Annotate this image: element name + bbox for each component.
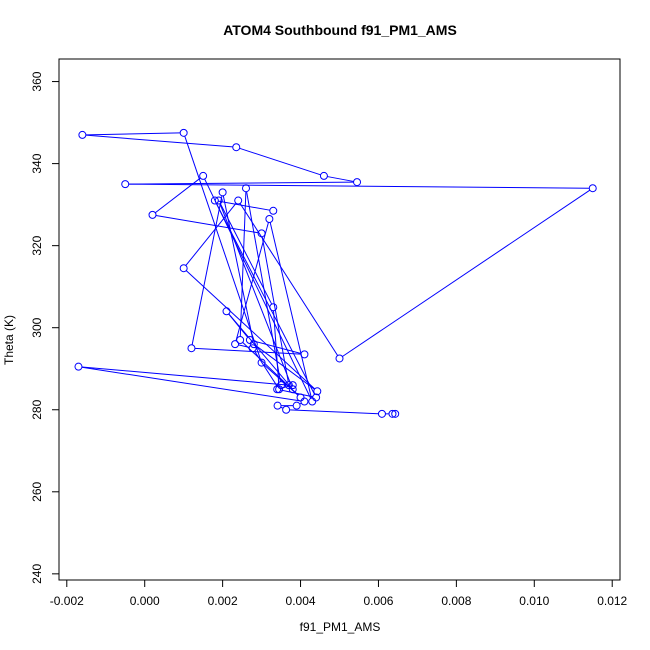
x-tick-label: 0.002 [208, 594, 238, 608]
data-point [273, 401, 282, 410]
data-point [179, 128, 188, 137]
y-axis: 240 260 280 300 320 340 360 [30, 71, 60, 584]
data-point [275, 385, 284, 394]
chart-title: ATOM4 Southbound f91_PM1_AMS [223, 22, 457, 38]
data-point [187, 344, 196, 353]
data-point [78, 130, 87, 139]
series-line-segment [222, 195, 254, 341]
y-tick-label: 280 [30, 399, 44, 419]
data-point [245, 336, 254, 345]
series-line-segment [289, 409, 379, 415]
data-point [236, 336, 245, 345]
x-tick-label: -0.002 [50, 594, 84, 608]
data-point [179, 264, 188, 273]
y-tick-label: 240 [30, 564, 44, 584]
y-axis-label: Theta (K) [2, 315, 16, 365]
data-point [242, 184, 250, 193]
data-point [257, 229, 266, 238]
data-point [231, 340, 240, 349]
series-line-segment [81, 366, 286, 386]
data-point [319, 171, 328, 180]
data-point [232, 143, 241, 152]
data-point [210, 196, 219, 205]
series-line-segment [155, 214, 259, 234]
x-axis-label: f91_PM1_AMS [300, 620, 381, 634]
data-point [121, 180, 130, 189]
series-line-segment [269, 222, 312, 399]
data-point [218, 188, 227, 197]
series-line-segment [256, 345, 315, 390]
data-point [265, 214, 274, 223]
y-tick-label: 360 [30, 71, 44, 91]
data-point [313, 387, 322, 396]
data-point [353, 178, 362, 187]
data-point [214, 196, 223, 205]
data-point [377, 409, 386, 418]
data-point [391, 409, 400, 418]
series-line-segment [228, 313, 249, 338]
series-line-segment [342, 189, 591, 357]
plot-frame [58, 58, 621, 581]
series-line-segment [215, 203, 315, 395]
x-tick-label: 0.006 [363, 594, 393, 608]
data-point [300, 350, 309, 359]
series-line-segment [191, 195, 223, 345]
data-point [296, 393, 305, 402]
x-tick-label: 0.008 [441, 594, 471, 608]
series-line-segment [184, 135, 261, 360]
data-point [288, 381, 297, 390]
data-point [248, 344, 257, 353]
data-point [269, 206, 278, 215]
y-tick-label: 260 [30, 481, 44, 501]
data-point [222, 307, 231, 316]
series-line-segment [185, 202, 237, 266]
data-point [249, 340, 258, 349]
data-point [388, 409, 397, 418]
series-line-segment [128, 183, 590, 189]
series-line-segment [239, 147, 321, 176]
series-line-segment [81, 366, 302, 402]
series-line-segment [194, 347, 301, 355]
data-point [335, 354, 344, 363]
x-tick-label: 0.010 [519, 594, 549, 608]
x-tick-label: 0.004 [286, 594, 316, 608]
data-point [74, 362, 83, 371]
series-line-segment [85, 132, 181, 136]
series-line-segment [239, 191, 247, 337]
data-point [308, 397, 317, 406]
data-point [269, 303, 278, 312]
data-point [282, 405, 291, 414]
data-point [234, 196, 243, 205]
data-point [273, 385, 282, 394]
series-line-segment [85, 134, 233, 148]
y-tick-label: 340 [30, 153, 44, 173]
series-line-segment [280, 389, 313, 398]
data-point [312, 393, 321, 402]
data-point [588, 184, 597, 193]
x-axis: -0.002 0.000 0.002 0.004 0.006 0.008 0.010 0.01… [50, 579, 628, 608]
series-layer [74, 128, 597, 418]
data-point [257, 358, 266, 367]
data-point [288, 385, 297, 394]
data-point [199, 171, 208, 180]
series-line-segment [218, 200, 270, 211]
data-point [148, 210, 157, 219]
series-line-segment [246, 191, 281, 382]
series-line-segment [239, 203, 339, 356]
series-0 [74, 128, 597, 418]
data-point [300, 397, 309, 406]
data-point [292, 401, 301, 410]
x-tick-label: 0.012 [597, 594, 627, 608]
series-line-segment [261, 236, 289, 382]
series-line-segment [253, 340, 302, 354]
series-line-segment [327, 176, 354, 182]
y-tick-label: 300 [30, 317, 44, 337]
x-tick-label: 0.000 [130, 594, 160, 608]
series-line-segment [128, 181, 354, 185]
y-tick-label: 320 [30, 235, 44, 255]
